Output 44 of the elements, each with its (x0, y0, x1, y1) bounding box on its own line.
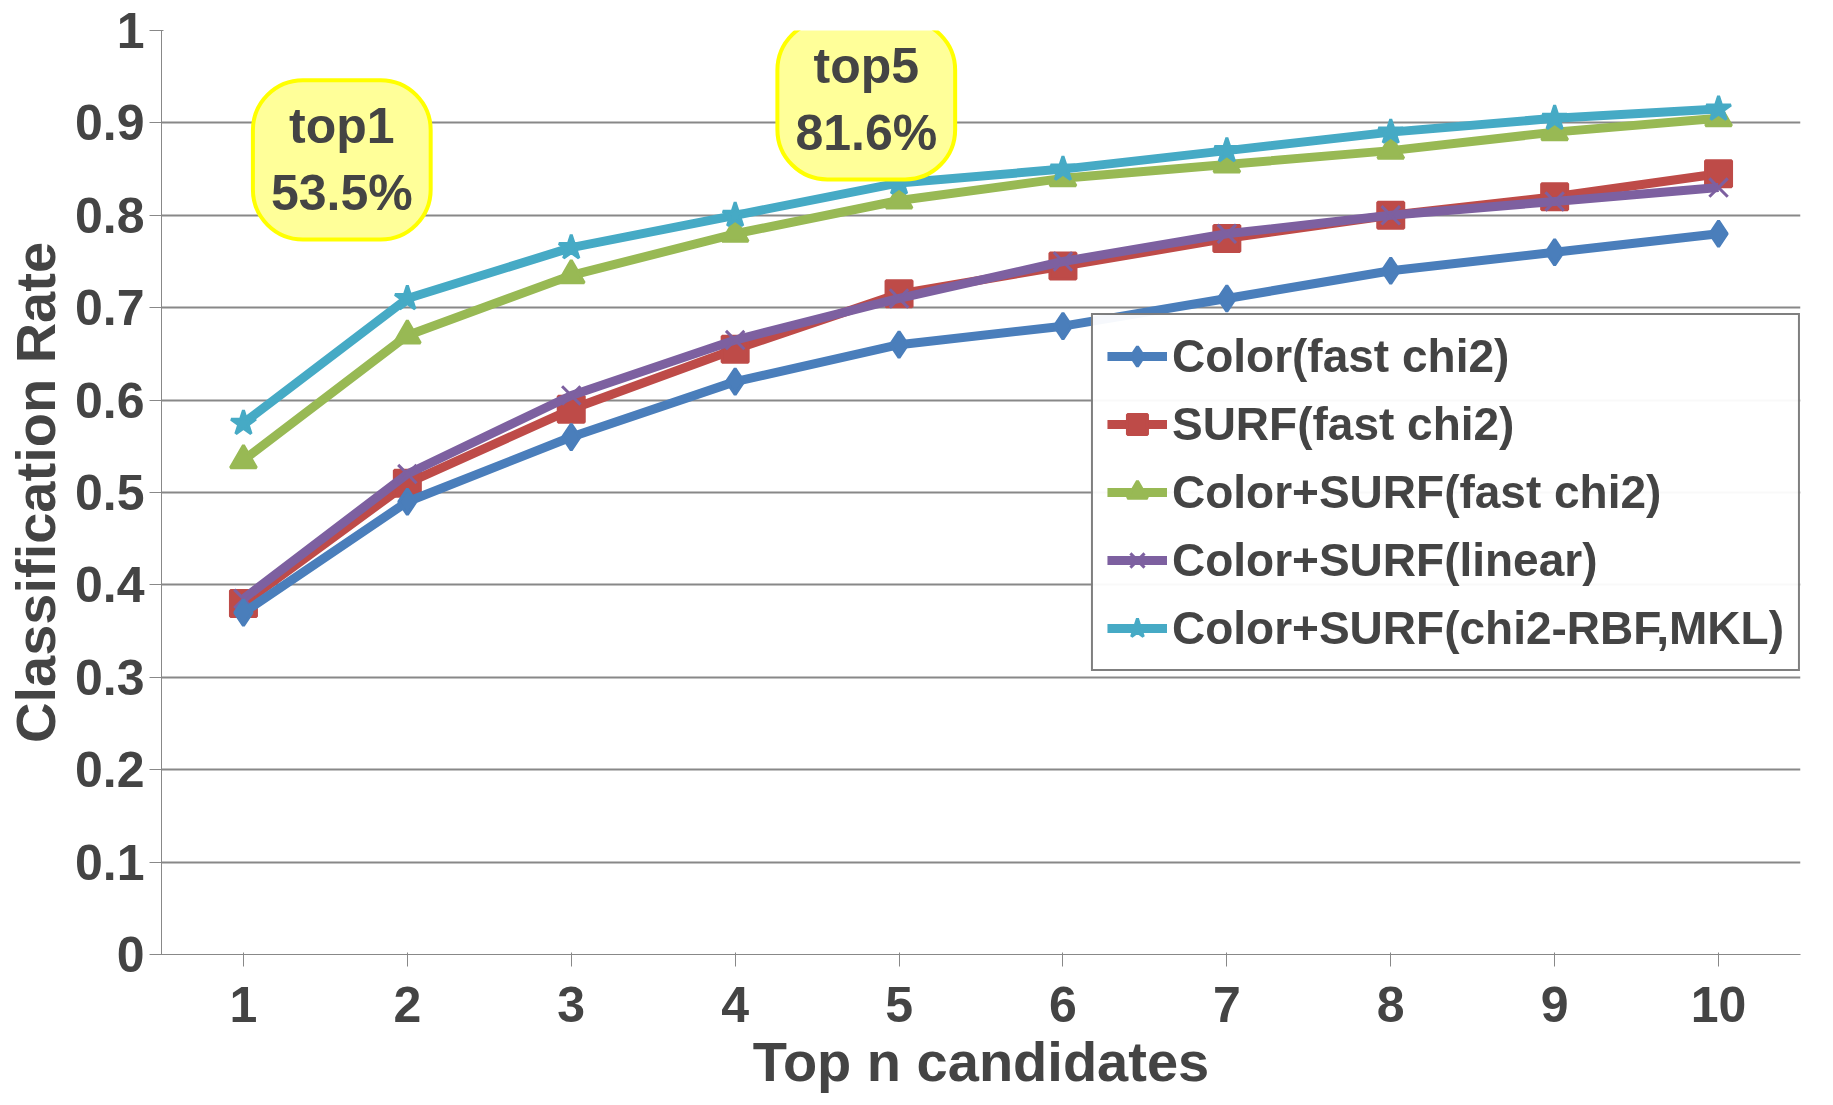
point (1704, 94, 1733, 122)
point (560, 384, 582, 407)
x-tick-label: 4 (721, 976, 750, 1033)
point (229, 408, 258, 436)
y-tick-label: 0.2 (74, 742, 145, 799)
y-tick-label: 1 (116, 3, 145, 59)
x-tick-label: 2 (393, 976, 422, 1033)
y-tick-label: 0.6 (74, 372, 145, 429)
x-tick-label: 7 (1212, 976, 1241, 1033)
legend-label: Color(fast chi2) (1171, 329, 1510, 383)
point (397, 487, 418, 517)
y-tick-label: 0.4 (74, 557, 145, 614)
legend-label: Color+SURF(linear) (1171, 533, 1598, 587)
point (888, 330, 910, 360)
y-tick-label: 0 (116, 927, 145, 983)
y-tick-label: 0.7 (74, 280, 145, 337)
x-tick-label: 3 (557, 976, 586, 1033)
point (1707, 176, 1730, 199)
x-tick-label: 8 (1376, 976, 1405, 1033)
point (1049, 154, 1077, 182)
point (1544, 237, 1565, 267)
y-tick-label: 0.9 (74, 95, 145, 152)
point (1708, 219, 1729, 249)
point (1216, 283, 1238, 313)
point (1376, 117, 1405, 145)
point (233, 598, 254, 628)
legend-label: SURF(fast chi2) (1171, 397, 1515, 451)
x-tick-label: 9 (1540, 976, 1569, 1033)
x-tick-label: 1 (229, 976, 258, 1033)
point (1052, 311, 1074, 341)
point (1540, 103, 1569, 131)
y-tick-label: 0.1 (74, 834, 145, 891)
x-tick-label: 10 (1690, 976, 1747, 1033)
annotation: top1 53.5% (270, 98, 413, 222)
y-axis-title: Classification Rate (3, 241, 67, 744)
legend-label: Color+SURF(fast chi2) (1171, 465, 1662, 519)
y-tick-label: 0.8 (74, 187, 145, 244)
y-tick-label: 0.5 (74, 465, 145, 521)
legend-label: Color+SURF(chi2-RBF,MKL) (1171, 601, 1784, 655)
point (561, 422, 582, 452)
point (724, 367, 746, 397)
annotation: top5 81.6% (795, 38, 938, 162)
point (1380, 256, 1401, 286)
y-tick-label: 0.3 (74, 649, 145, 706)
